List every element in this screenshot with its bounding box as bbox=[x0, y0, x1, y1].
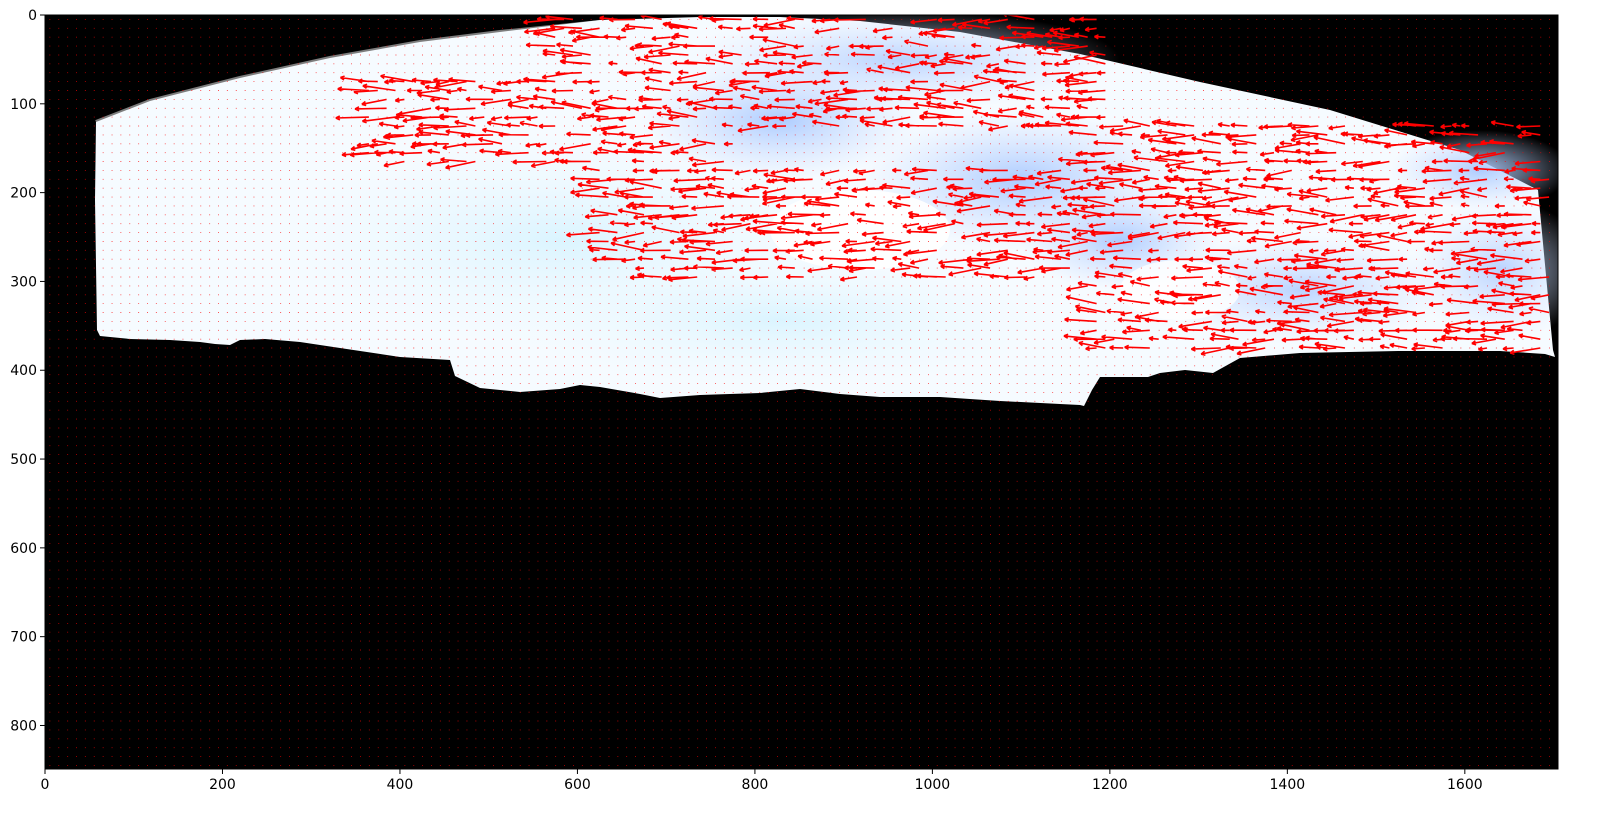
y-tick-label: 600 bbox=[10, 541, 37, 557]
y-tick-label: 800 bbox=[10, 718, 37, 734]
y-tick-label: 200 bbox=[10, 186, 37, 202]
y-tick-label: 100 bbox=[10, 97, 37, 113]
x-tick-label: 800 bbox=[742, 777, 769, 793]
blue-cloud bbox=[680, 15, 1120, 110]
x-tick-label: 0 bbox=[41, 777, 50, 793]
x-tick-label: 400 bbox=[387, 777, 414, 793]
x-tick-label: 200 bbox=[209, 777, 236, 793]
y-tick-label: 300 bbox=[10, 274, 37, 290]
quiver-vectors bbox=[335, 15, 1550, 356]
x-tick-label: 1400 bbox=[1270, 777, 1306, 793]
white-cloud bbox=[1120, 260, 1240, 320]
cyan-haze bbox=[500, 250, 1060, 390]
x-tick-label: 1200 bbox=[1092, 777, 1128, 793]
y-tick-label: 700 bbox=[10, 630, 37, 646]
quiver-arrows bbox=[49, 15, 1550, 766]
x-tick-label: 600 bbox=[564, 777, 591, 793]
axes-frame bbox=[44, 14, 1559, 770]
quiver-grid-dots bbox=[49, 18, 1550, 766]
x-axis: 0 200 400 600 800 1000 1200 1400 1600 bbox=[41, 769, 1483, 793]
plot-area bbox=[45, 15, 1558, 769]
x-tick-label: 1000 bbox=[915, 777, 951, 793]
white-cloud bbox=[770, 190, 950, 270]
y-tick-label: 0 bbox=[28, 8, 37, 24]
x-tick-label: 1600 bbox=[1447, 777, 1483, 793]
y-axis: 0 100 200 300 400 500 600 700 800 bbox=[10, 8, 45, 734]
y-tick-label: 500 bbox=[10, 452, 37, 468]
y-tick-label: 400 bbox=[10, 363, 37, 379]
